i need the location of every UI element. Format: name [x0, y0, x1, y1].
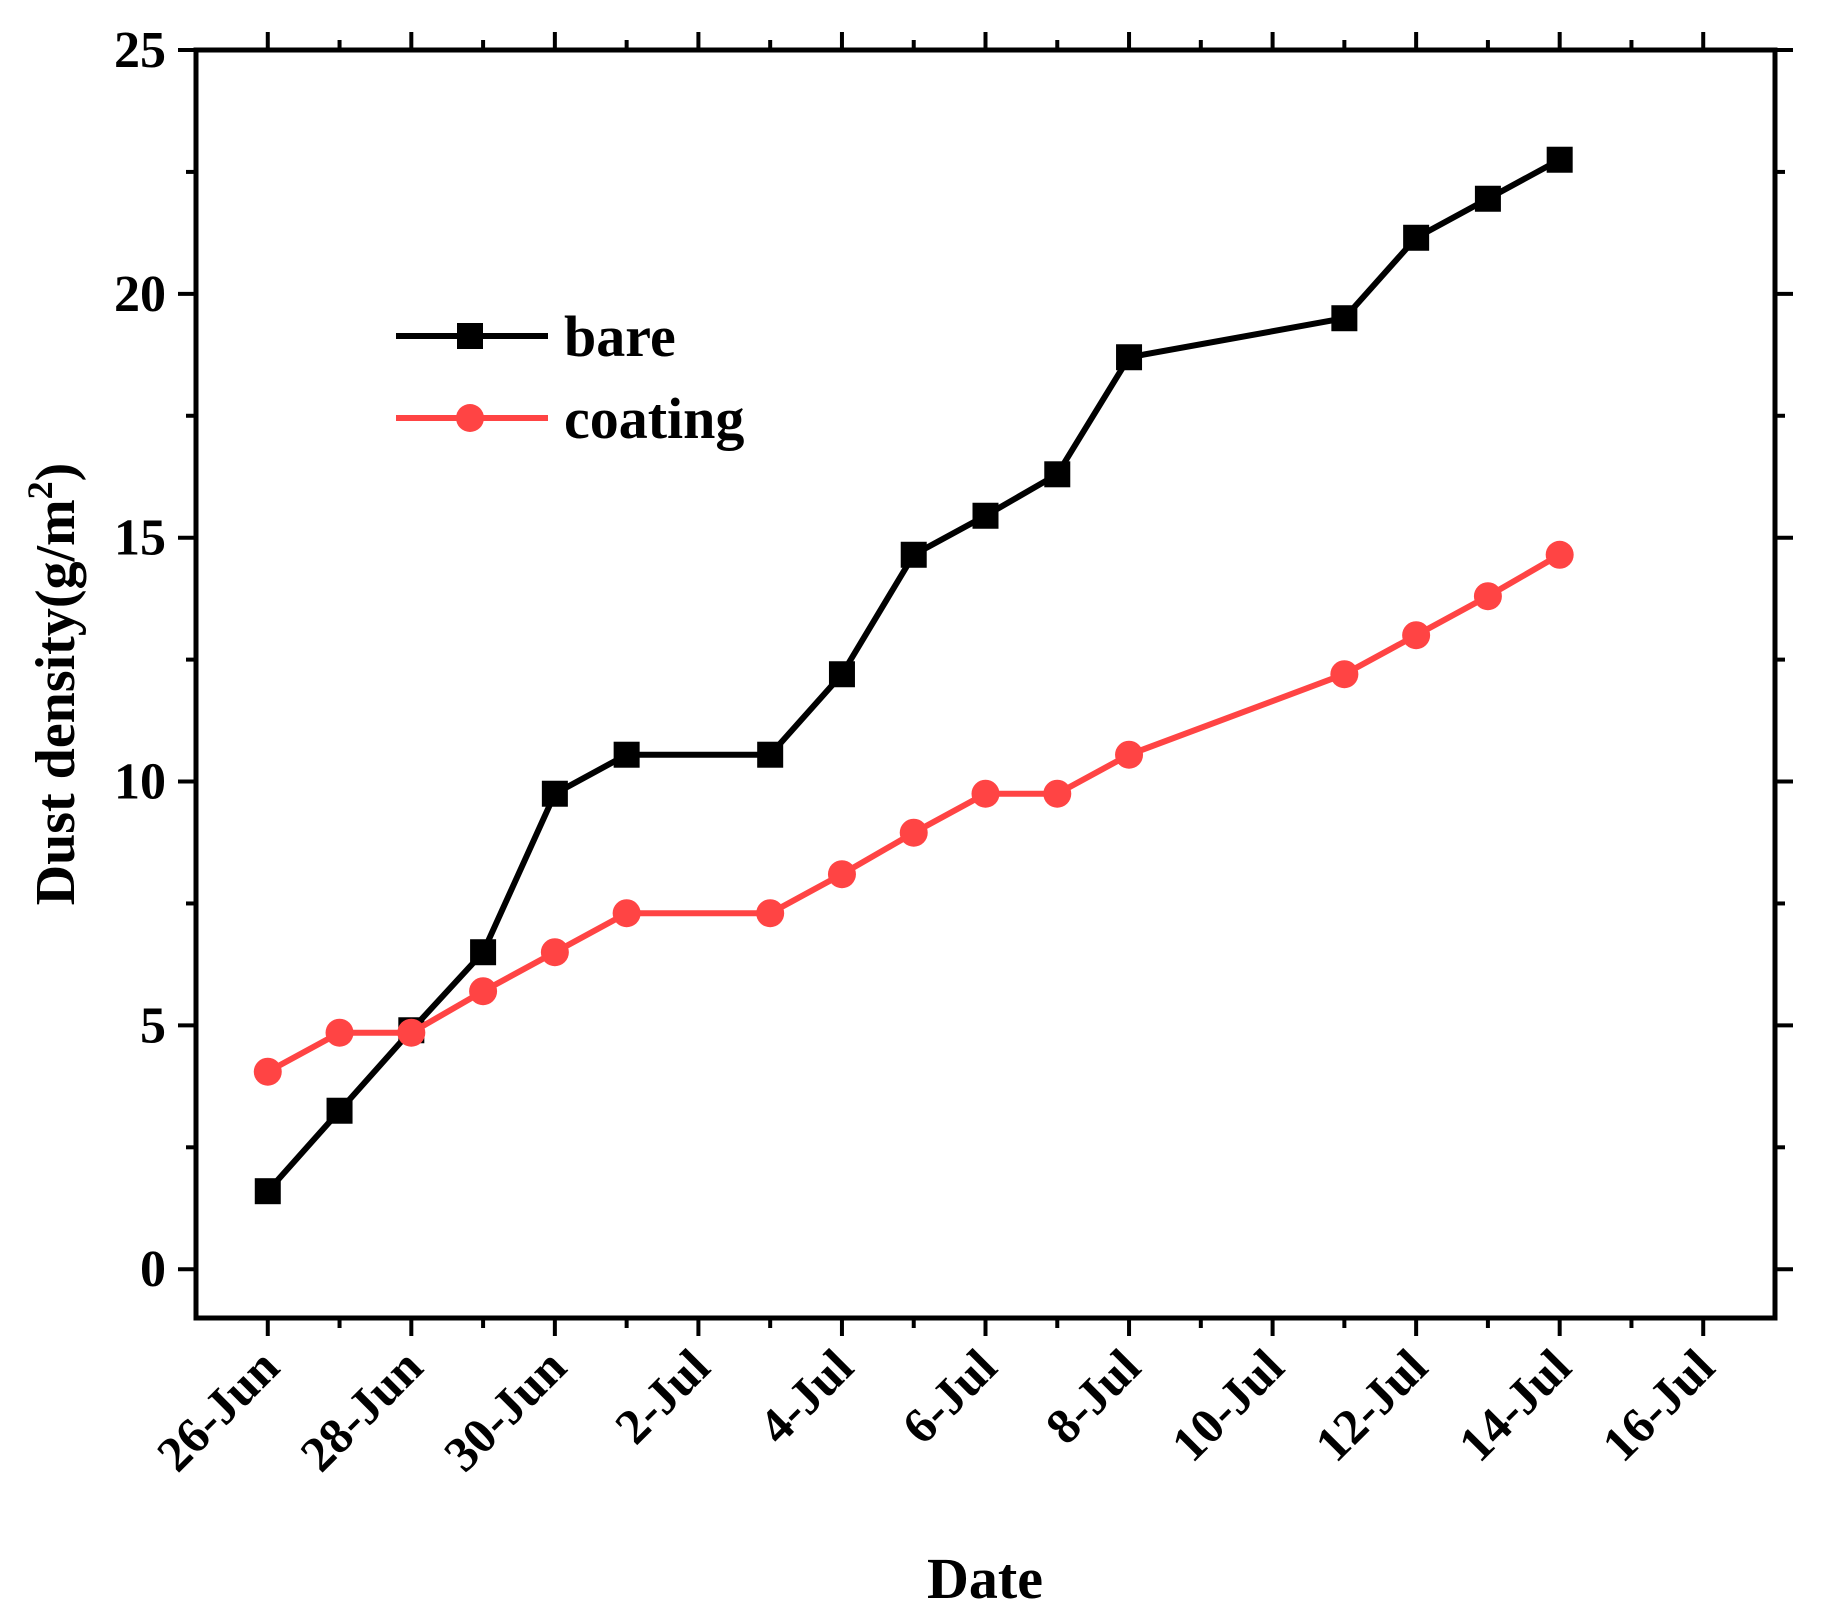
data-point-coating [971, 779, 1000, 808]
series-bare [254, 146, 1573, 1205]
y-axis-label-superscript: 2 [20, 481, 60, 499]
data-point-bare [1116, 344, 1143, 371]
data-point-coating [325, 1018, 354, 1047]
series-layer [253, 146, 1574, 1205]
data-point-bare [972, 502, 999, 529]
legend-label: coating [564, 386, 744, 451]
x-tick-label: 28-Jun [289, 1338, 433, 1482]
data-point-coating [1545, 540, 1574, 569]
data-point-coating [1473, 582, 1502, 611]
series-line-bare [265, 157, 1562, 1194]
legend-marker [456, 404, 484, 432]
data-point-coating [899, 818, 928, 847]
legend-label: bare [564, 304, 676, 369]
y-tick-label: 5 [140, 997, 166, 1054]
x-tick-label: 4-Jul [748, 1338, 864, 1454]
x-axis-label: Date [927, 1546, 1043, 1608]
y-tick-label: 0 [140, 1241, 166, 1298]
x-tick-label: 2-Jul [604, 1338, 720, 1454]
data-point-coating [1330, 660, 1359, 689]
series-line-coating [266, 552, 1562, 1075]
y-tick-label: 15 [114, 510, 166, 567]
x-tick-labels: 26-Jun 28-Jun 30-Jun 2-Jul 4-Jul 6-Jul 8-Jul 10… [146, 1338, 1725, 1482]
data-point-coating [469, 977, 498, 1006]
legend-item-coating: coating [396, 386, 744, 451]
legend: bare coating [396, 304, 744, 451]
y-axis-label: Dust density(g/m2) [20, 463, 87, 906]
x-tick-label: 8-Jul [1035, 1338, 1151, 1454]
series-coating [253, 540, 1574, 1086]
data-point-bare [613, 741, 640, 768]
data-point-bare [1403, 224, 1430, 251]
data-point-bare [828, 661, 855, 688]
x-tick-label: 6-Jul [891, 1338, 1007, 1454]
x-tick-label: 14-Jul [1448, 1338, 1582, 1472]
x-tick-label: 30-Jun [433, 1338, 577, 1482]
data-point-bare [900, 541, 927, 568]
data-point-bare [254, 1178, 281, 1205]
data-point-coating [1402, 621, 1431, 650]
x-tick-label: 16-Jul [1591, 1338, 1725, 1472]
x-tick-label: 12-Jul [1304, 1338, 1438, 1472]
data-point-coating [827, 860, 856, 889]
data-point-bare [326, 1097, 353, 1124]
data-point-bare [1331, 305, 1358, 332]
data-point-coating [397, 1018, 426, 1047]
plot-frame [193, 47, 1778, 1321]
x-tick-label: 10-Jul [1160, 1338, 1294, 1472]
data-point-bare [757, 741, 784, 768]
data-point-coating [253, 1057, 282, 1086]
data-point-bare [1474, 185, 1501, 212]
data-point-coating [612, 899, 641, 928]
data-point-bare [470, 939, 497, 966]
y-axis-label-close: ) [25, 463, 87, 482]
y-tick-label: 20 [114, 266, 166, 323]
tick-marks [178, 32, 1793, 1336]
data-point-bare [1546, 146, 1573, 173]
legend-marker [457, 323, 483, 349]
y-tick-label: 10 [114, 754, 166, 811]
legend-item-bare: bare [396, 304, 676, 369]
data-point-bare [541, 780, 568, 807]
x-tick-label: 26-Jun [146, 1338, 290, 1482]
y-tick-label: 25 [114, 22, 166, 79]
data-point-bare [1044, 461, 1071, 488]
y-tick-labels: 0 5 10 15 20 25 [114, 22, 166, 1298]
data-point-coating [1043, 779, 1072, 808]
data-point-coating [756, 899, 785, 928]
data-point-coating [540, 938, 569, 967]
data-point-coating [1115, 740, 1144, 769]
